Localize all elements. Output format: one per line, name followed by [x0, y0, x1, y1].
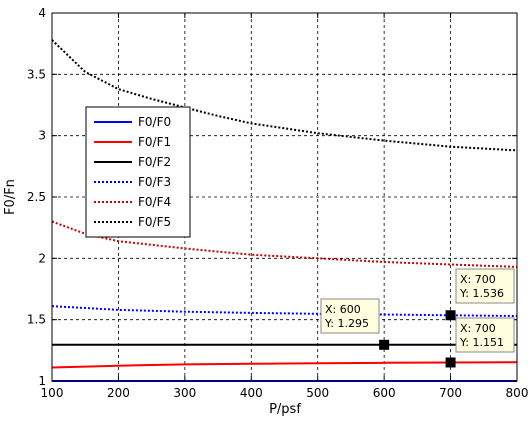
x-tick-label: 800 — [506, 386, 529, 400]
y-tick-label: 2.5 — [27, 190, 46, 204]
legend-label: F0/F3 — [138, 175, 171, 189]
x-tick-label: 600 — [373, 386, 396, 400]
datatip-box — [455, 268, 515, 304]
y-tick-label: 1.5 — [27, 313, 46, 327]
y-tick-label: 3 — [38, 129, 46, 143]
x-tick-label: 200 — [107, 386, 130, 400]
datatip-x-text: X: 600 — [325, 303, 361, 316]
legend-box — [85, 106, 191, 238]
datatip-marker — [445, 357, 456, 368]
datatip-box — [455, 317, 515, 353]
x-tick-label: 500 — [306, 386, 329, 400]
y-tick-label: 4 — [38, 6, 46, 20]
series-line-f0-f5 — [51, 39, 518, 152]
y-axis-label: F0/Fn — [3, 179, 18, 215]
datatip-box — [320, 298, 380, 334]
series-line-f0-f1 — [51, 361, 518, 369]
x-tick-label: 400 — [240, 386, 263, 400]
legend-label: F0/F0 — [138, 115, 171, 129]
x-tick-label: 300 — [173, 386, 196, 400]
datatip-y-text: Y: 1.295 — [324, 317, 369, 330]
datatip-marker — [379, 339, 390, 350]
y-tick-label: 3.5 — [27, 67, 46, 81]
legend-label: F0/F2 — [138, 155, 171, 169]
x-tick-label: 100 — [41, 386, 64, 400]
datatip-x-text: X: 700 — [460, 273, 496, 286]
datatip-x-text: X: 700 — [460, 322, 496, 335]
datatip-y-text: Y: 1.536 — [459, 287, 504, 300]
y-tick-label: 2 — [38, 251, 46, 265]
legend-label: F0/F4 — [138, 195, 171, 209]
x-tick-label: 700 — [439, 386, 462, 400]
series-line-f0-f3 — [51, 305, 518, 317]
legend: F0/F0 F0/F1 F0/F2 F0/F3 F0/F4 F0/F5 — [85, 106, 191, 238]
datatip-marker — [445, 310, 456, 321]
legend-label: F0/F5 — [138, 215, 171, 229]
datatip-y-text: Y: 1.151 — [459, 336, 504, 349]
y-tick-label: 1 — [38, 374, 46, 388]
x-axis-label: P/psf — [269, 402, 301, 417]
legend-label: F0/F1 — [138, 135, 171, 149]
